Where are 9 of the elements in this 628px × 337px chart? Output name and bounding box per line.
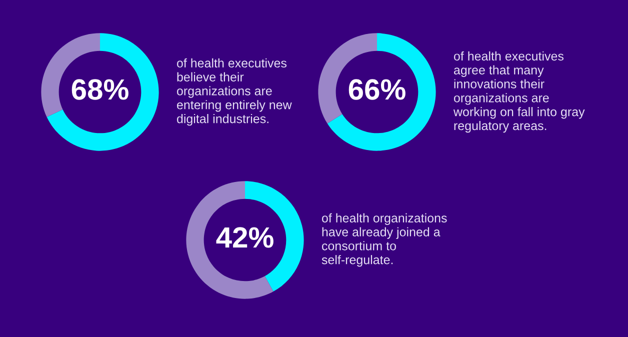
donut-slice [186, 181, 274, 299]
donut-slice [46, 33, 159, 151]
text: of health organizations have already joined a consortium to self-regulate. [322, 213, 447, 267]
data-label: 66% [348, 79, 406, 100]
text: of health executives agree that many innovations their organizations are working on fall into gray regulatory areas. [453, 51, 585, 133]
data-label: 42% [216, 227, 274, 248]
data-label: 68% [72, 79, 128, 100]
donut-slice [327, 33, 436, 151]
text: of health executives believe their organizations are entering entirely new digital industries. [176, 58, 292, 126]
